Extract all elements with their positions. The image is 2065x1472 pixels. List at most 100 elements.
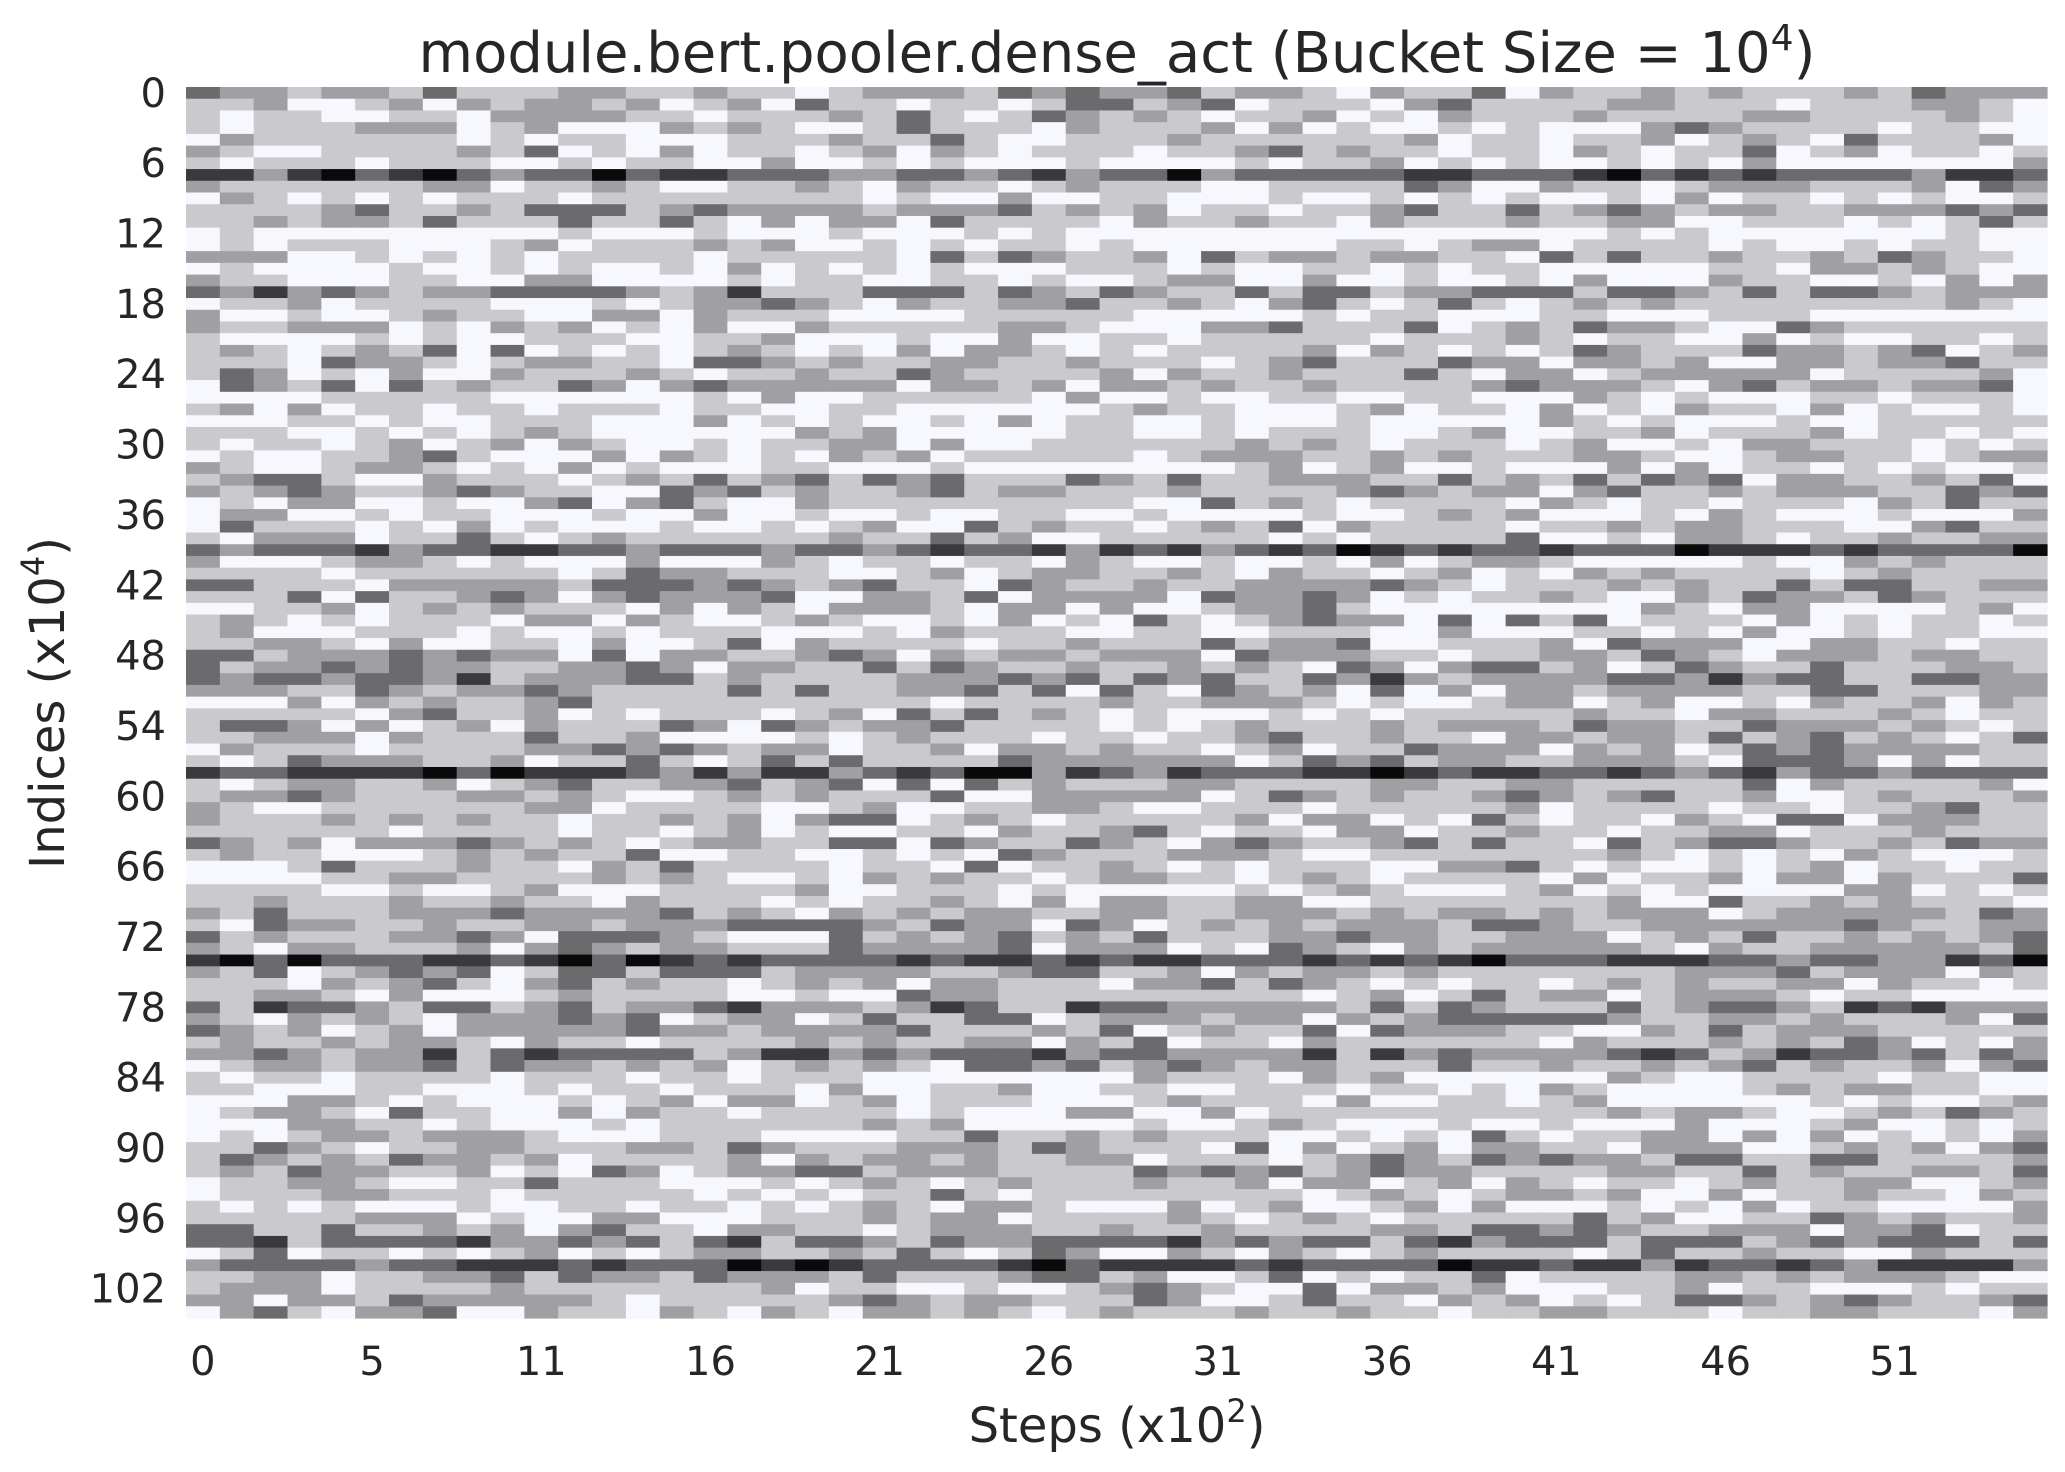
heatmap-cell (1167, 720, 1202, 733)
heatmap-cell (1031, 1001, 1067, 1014)
heatmap-cell (1201, 509, 1236, 522)
heatmap-cell (1708, 708, 1744, 721)
heatmap-cell (761, 696, 796, 709)
heatmap-cell (524, 356, 559, 369)
heatmap-cell (1336, 509, 1371, 522)
heatmap-cell (2013, 1106, 2048, 1120)
heatmap-cell (625, 215, 661, 229)
heatmap-cell (355, 567, 390, 580)
heatmap-cell (1099, 884, 1135, 897)
heatmap-cell (490, 684, 525, 698)
heatmap-cell (1843, 602, 1879, 616)
heatmap-cell (625, 321, 661, 334)
heatmap-cell (186, 766, 221, 780)
heatmap-cell (1031, 415, 1067, 428)
heatmap-cell (1167, 1106, 1202, 1120)
heatmap-cell (693, 426, 728, 440)
heatmap-cell (1234, 122, 1270, 135)
heatmap-cell (693, 602, 728, 616)
heatmap-cell (964, 485, 999, 498)
heatmap-cell (930, 227, 965, 241)
heatmap-cell (1742, 602, 1777, 616)
heatmap-cell (727, 673, 762, 686)
heatmap-cell (1945, 1013, 1980, 1026)
heatmap-cell (490, 262, 525, 276)
heatmap-cell (727, 286, 762, 299)
heatmap-cell (253, 720, 289, 733)
heatmap-cell (1708, 684, 1744, 698)
heatmap-cell (321, 591, 356, 604)
heatmap-cell (1437, 426, 1473, 440)
heatmap-cell (1640, 368, 1676, 381)
heatmap-cell (795, 485, 830, 498)
heatmap-cell (1336, 673, 1371, 686)
heatmap-cell (1133, 884, 1168, 897)
heatmap-cell (1573, 954, 1608, 967)
heatmap-cell (1607, 321, 1642, 334)
heatmap-cell (2013, 708, 2048, 721)
heatmap-cell (1234, 1013, 1270, 1026)
heatmap-cell (896, 907, 931, 920)
heatmap-cell (1911, 98, 1947, 112)
heatmap-cell (422, 227, 458, 241)
heatmap-cell (1776, 825, 1811, 838)
heatmap-cell (1505, 696, 1541, 709)
heatmap-cell (422, 813, 458, 827)
heatmap-cell (1268, 145, 1304, 158)
heatmap-cell (1505, 215, 1541, 229)
heatmap-cell (659, 1118, 695, 1132)
heatmap-cell (1708, 673, 1744, 686)
heatmap-cell (1843, 579, 1879, 592)
heatmap-cell (795, 1071, 830, 1085)
heatmap-cell (1911, 907, 1947, 920)
heatmap-cell (490, 403, 525, 416)
heatmap-cell (1640, 766, 1676, 780)
heatmap-cell (1370, 790, 1405, 803)
heatmap-cell (1268, 485, 1304, 498)
heatmap-cell (287, 462, 322, 475)
heatmap-cell (558, 708, 593, 721)
heatmap-cell (1877, 778, 1913, 792)
heatmap-cell (1471, 122, 1507, 135)
heatmap-cell (456, 755, 492, 768)
heatmap-cell (524, 157, 559, 170)
heatmap-cell (1945, 1036, 1980, 1049)
heatmap-cell (1742, 942, 1777, 956)
heatmap-cell (1708, 1036, 1744, 1049)
heatmap-cell (253, 169, 289, 182)
heatmap-cell (355, 227, 390, 241)
heatmap-cell (1776, 837, 1811, 850)
heatmap-cell (761, 157, 796, 170)
heatmap-cell (1776, 532, 1811, 545)
heatmap-cell (456, 790, 492, 803)
heatmap-cell (558, 649, 593, 663)
heatmap-cell (490, 1013, 525, 1026)
heatmap-cell (659, 532, 695, 545)
heatmap-cell (422, 1095, 458, 1108)
heatmap-cell (1065, 462, 1101, 475)
heatmap-cell (693, 1001, 728, 1014)
heatmap-cell (1133, 368, 1168, 381)
heatmap-cell (558, 696, 593, 709)
heatmap-cell (1302, 673, 1338, 686)
heatmap-cell (1167, 1036, 1202, 1049)
heatmap-cell (1370, 333, 1405, 346)
heatmap-cell (1810, 391, 1845, 405)
heatmap-cell (964, 907, 999, 920)
heatmap-cell (1911, 227, 1947, 241)
heatmap-cell (558, 380, 593, 393)
heatmap-cell (1099, 708, 1135, 721)
heatmap-cell (1031, 1095, 1067, 1108)
heatmap-cell (1911, 450, 1947, 463)
heatmap-cell (964, 368, 999, 381)
heatmap-cell (761, 837, 796, 850)
heatmap-cell (1810, 180, 1845, 194)
heatmap-cell (998, 966, 1033, 979)
heatmap-cell (490, 227, 525, 241)
heatmap-cell (625, 1130, 661, 1143)
heatmap-cell (693, 661, 728, 674)
heatmap-cell (896, 626, 931, 639)
heatmap-cell (625, 274, 661, 287)
heatmap-cell (862, 87, 898, 100)
heatmap-cell (490, 1060, 525, 1073)
